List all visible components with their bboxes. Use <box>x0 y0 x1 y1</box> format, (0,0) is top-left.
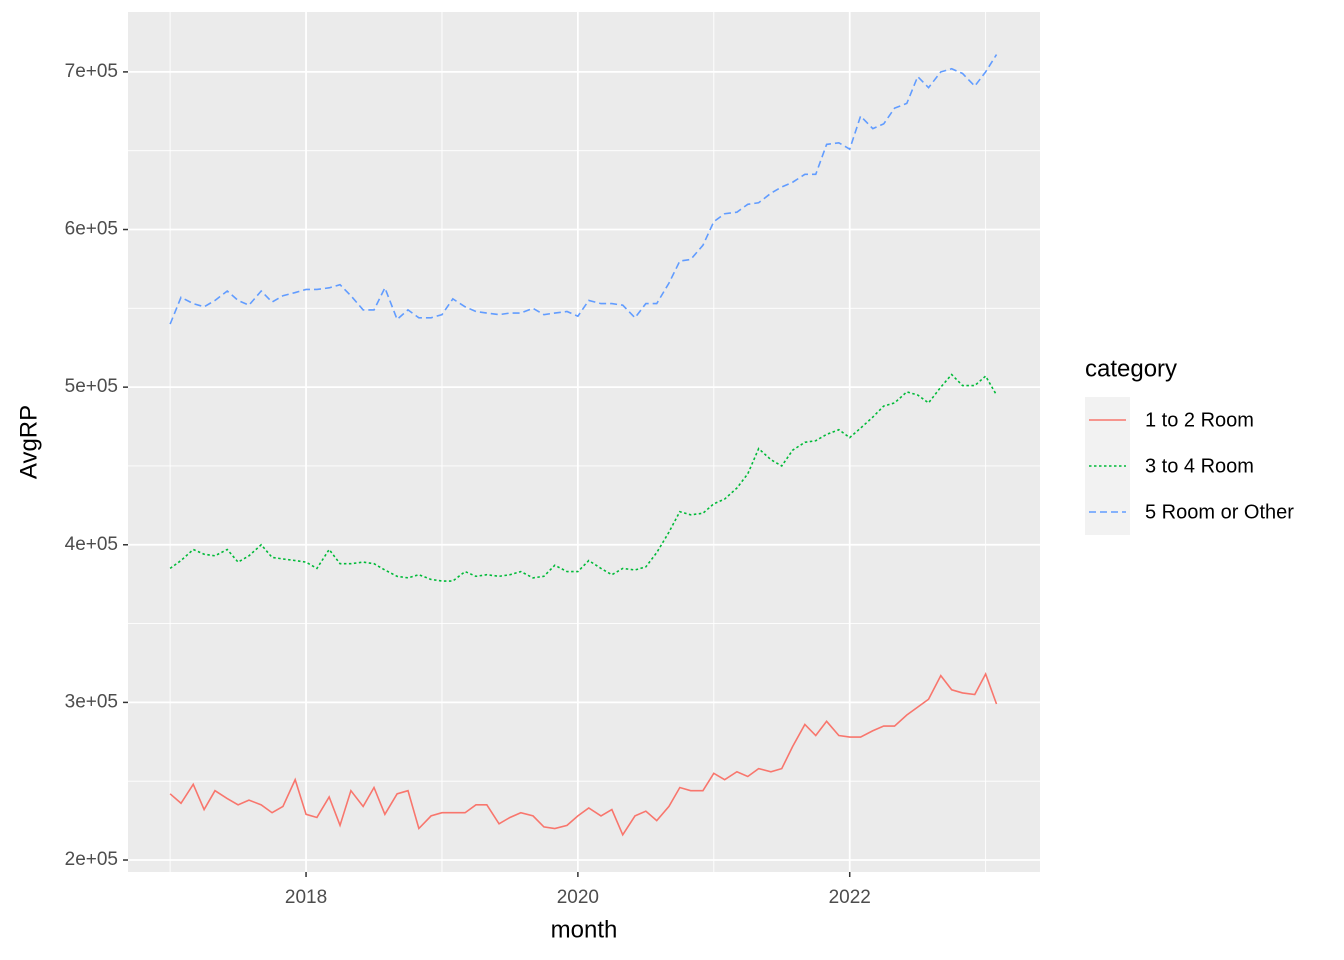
x-axis-title: month <box>551 916 618 943</box>
panel <box>128 12 1040 872</box>
x-tick-label: 2022 <box>829 887 871 908</box>
y-tick-label: 6e+05 <box>65 219 118 240</box>
series-line <box>169 672 998 837</box>
y-tick-label: 2e+05 <box>65 849 118 870</box>
y-tick-label: 7e+05 <box>65 61 118 82</box>
legend-key <box>1085 443 1130 489</box>
x-tick-label: 2018 <box>285 887 327 908</box>
y-tick-label: 4e+05 <box>65 534 118 555</box>
legend-label: 5 Room or Other <box>1145 501 1294 523</box>
series-line <box>169 373 998 582</box>
y-tick-label: 5e+05 <box>65 376 118 397</box>
legend-label: 1 to 2 Room <box>1145 409 1254 431</box>
y-tick-label: 3e+05 <box>65 691 118 712</box>
series-line <box>169 54 998 325</box>
x-tick-label: 2020 <box>557 887 599 908</box>
y-axis-title: AvgRP <box>15 405 42 479</box>
legend-title: category <box>1085 355 1177 382</box>
legend-label: 3 to 4 Room <box>1145 455 1254 477</box>
